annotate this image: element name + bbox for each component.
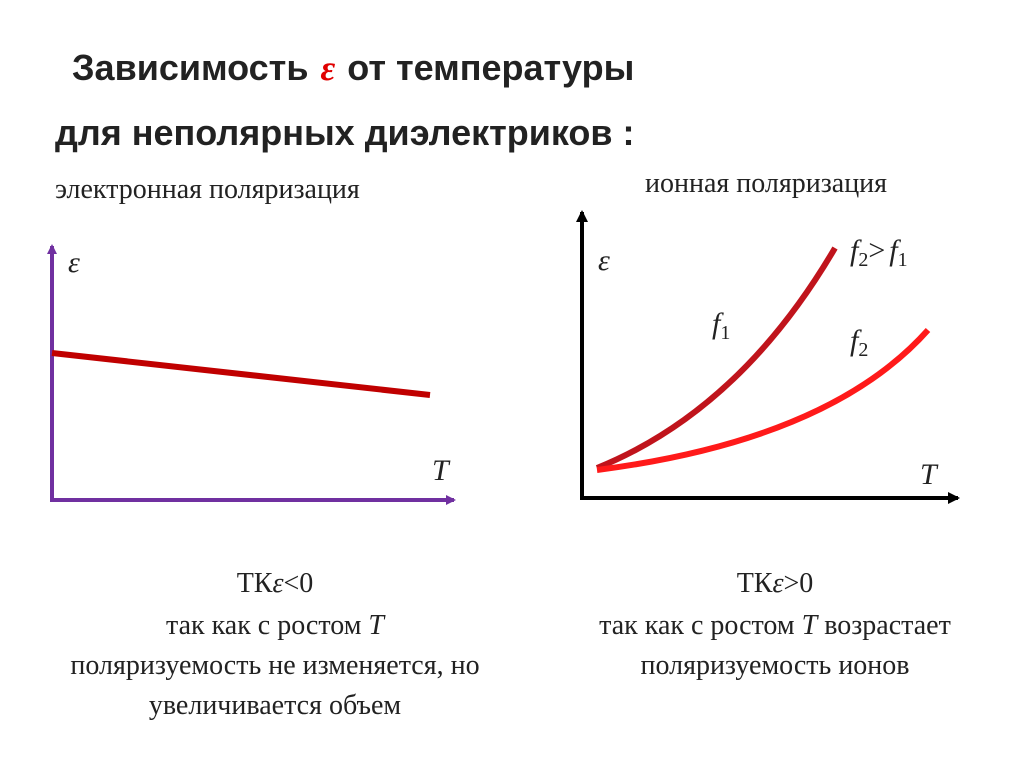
caption-line: поляризуемость не изменяется, но [70,650,479,681]
relation: f2> f1 [850,234,908,271]
caption-line: увеличивается объем [149,690,402,721]
caption-line: так как с ростом T [166,610,386,641]
curve-f2 [596,328,931,473]
part: <0 [284,568,314,599]
left-caption: ТКε<0 так как с ростом T поляризуемость н… [70,568,479,721]
part: T [368,610,386,641]
title-epsilon: ε [320,48,335,88]
subtitle: для неполярных диэлектриков : [55,112,635,153]
axis-label: ε [68,246,80,279]
part: >0 [784,568,814,599]
axis-label: ε [598,244,610,277]
caption-line: ТКε<0 [237,568,314,599]
part: 1 [720,322,730,344]
axis-label: T [432,454,451,487]
title: Зависимость ε от температуры [72,47,634,88]
part: T [802,610,820,641]
part: возрастает [824,610,951,641]
part: так как с ростом [599,610,795,641]
part: ТК [237,568,273,599]
curve [51,350,431,398]
part: ТК [737,568,773,599]
curve-label: f1 [712,307,730,344]
caption-line: поляризуемость ионов [640,650,909,681]
part: так как с ростом [166,610,362,641]
axis-label: T [920,458,939,491]
part: 1 [898,249,908,271]
caption-line: ТКε>0 [737,568,814,599]
part: ε [272,568,283,599]
part: 2 [858,339,868,361]
curve-label: f2 [850,324,868,361]
left-heading: электронная поляризация [55,174,360,205]
part: 2 [858,249,868,271]
curve-f1 [595,246,838,471]
right-heading: ионная поляризация [645,168,887,199]
part: ε [772,568,783,599]
title-part: Зависимость [72,47,308,88]
title-part: от температуры [347,47,634,88]
part: > [868,234,885,267]
